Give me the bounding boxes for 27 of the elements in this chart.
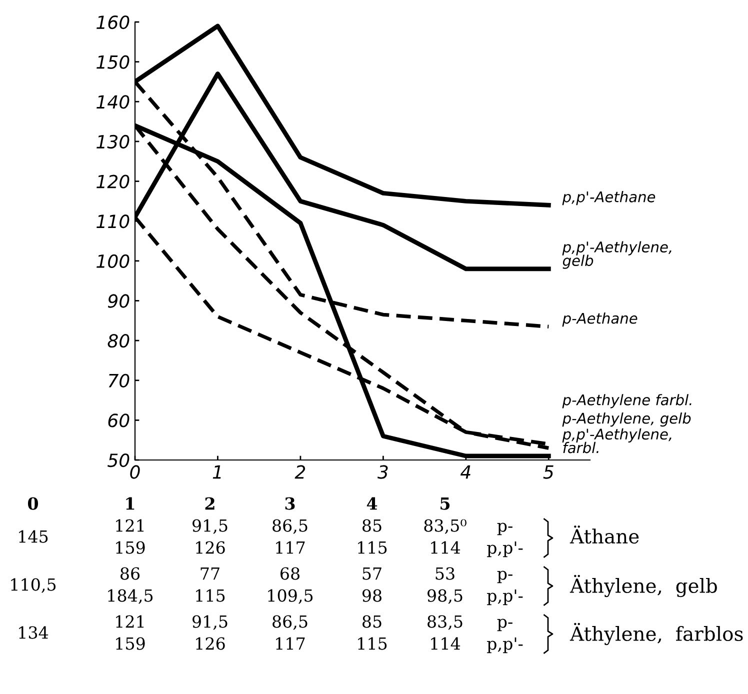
y-tick-label: 90 — [108, 294, 130, 308]
y-tick-label: 50 — [108, 453, 130, 468]
x-tick-label: 5 — [543, 465, 554, 479]
x-tick-label: 1 — [212, 465, 221, 479]
series-label: p,p'-Aethylene, farbl. — [562, 428, 672, 454]
series-label: p,p'-Aethylene, gelb — [562, 241, 672, 269]
y-tick-label: 60 — [108, 414, 130, 428]
text: 184,5 115 109,5 98 98,5 p,p'- — [108, 589, 523, 606]
y-tick-label: 130 — [96, 134, 130, 149]
series-label: p-Aethylene, gelb — [562, 412, 691, 427]
x-tick-label: 2 — [294, 465, 306, 479]
x-tick-label: 0 — [130, 465, 140, 479]
y-tick-label: 120 — [96, 174, 130, 188]
series-label: p-Aethane — [562, 312, 638, 327]
text: 159 126 117 115 114 p,p'- — [116, 637, 523, 654]
y-tick-label: 140 — [96, 95, 130, 109]
y-tick-label: 150 — [96, 55, 130, 69]
y-tick-label: 110 — [96, 214, 130, 228]
y-tick-label: 80 — [108, 334, 130, 348]
y-tick-label: 70 — [108, 374, 130, 388]
y-tick-label: 100 — [96, 254, 130, 268]
text: 0 1 2 3 4 5 — [28, 497, 450, 510]
y-tick-label: 160 — [96, 15, 130, 30]
series-label: p,p'-Aethane — [562, 191, 656, 206]
text: p-Aethylene farbl. — [562, 394, 692, 408]
x-tick-label: 3 — [377, 465, 388, 479]
x-tick-label: 4 — [460, 465, 470, 479]
